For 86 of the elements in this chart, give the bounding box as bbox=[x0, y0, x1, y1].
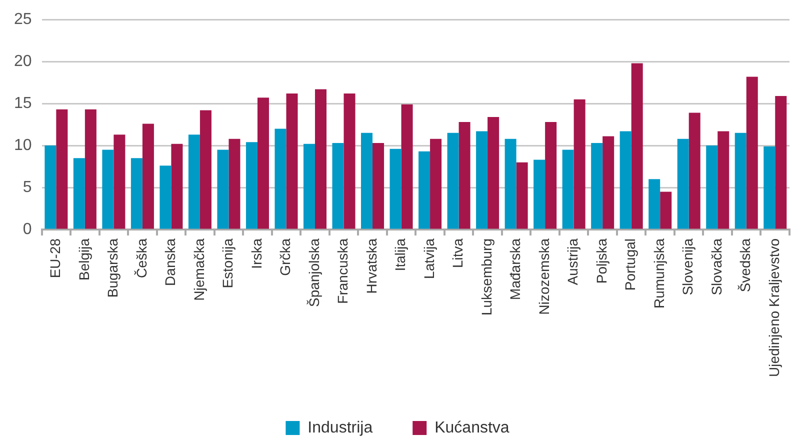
x-tick-label: Irska bbox=[248, 238, 264, 269]
y-tick-label: 25 bbox=[14, 11, 32, 28]
bar bbox=[718, 131, 730, 229]
bar bbox=[545, 122, 557, 229]
bar bbox=[476, 131, 488, 229]
bar bbox=[188, 134, 200, 229]
x-tick-label: Luksemburg bbox=[478, 238, 494, 316]
x-tick-label: Austrija bbox=[564, 238, 581, 286]
bar bbox=[631, 63, 643, 229]
x-tick-label: Švedska bbox=[737, 238, 754, 292]
bar bbox=[102, 150, 114, 229]
bar bbox=[142, 124, 154, 229]
bar bbox=[314, 89, 326, 229]
bar bbox=[274, 128, 286, 229]
x-tick-label: Češka bbox=[133, 238, 150, 278]
bar bbox=[620, 131, 632, 229]
bar bbox=[401, 104, 413, 229]
bar bbox=[764, 146, 776, 229]
bar bbox=[344, 93, 356, 229]
bar bbox=[114, 134, 126, 229]
bar bbox=[56, 109, 68, 229]
bar bbox=[361, 132, 373, 229]
bar bbox=[458, 122, 470, 229]
bar bbox=[303, 144, 315, 229]
bar bbox=[488, 116, 500, 229]
y-tick-label: 5 bbox=[22, 178, 32, 196]
y-tick-label: 15 bbox=[14, 94, 32, 112]
bar bbox=[246, 142, 258, 229]
bar bbox=[746, 76, 758, 229]
bar bbox=[648, 179, 660, 229]
bar bbox=[200, 110, 212, 229]
bar bbox=[447, 132, 459, 229]
x-tick-label: Poljska bbox=[593, 238, 610, 284]
bar bbox=[130, 158, 142, 229]
x-tick-label: Španjolska bbox=[306, 238, 322, 307]
bar bbox=[160, 166, 172, 229]
x-tick-label: Hrvatska bbox=[363, 238, 380, 294]
bar bbox=[534, 160, 546, 229]
y-tick-label: 20 bbox=[14, 52, 32, 70]
x-tick-label: Danska bbox=[162, 238, 178, 286]
x-tick-label: Bugarska bbox=[104, 238, 121, 298]
bar bbox=[430, 138, 442, 229]
x-tick-label: Litva bbox=[450, 238, 466, 268]
bar bbox=[660, 192, 672, 229]
bar bbox=[688, 112, 700, 229]
bar bbox=[84, 109, 96, 229]
bar bbox=[257, 98, 269, 229]
legend-label: Industrija bbox=[308, 419, 373, 436]
x-tick-label: Francuska bbox=[334, 238, 351, 304]
bar bbox=[504, 138, 516, 229]
x-tick-label: Grčka bbox=[277, 238, 294, 276]
bar bbox=[217, 150, 229, 229]
x-tick-label: Estonija bbox=[220, 238, 236, 288]
bar bbox=[677, 138, 689, 229]
bar bbox=[602, 136, 614, 229]
bar bbox=[286, 93, 298, 229]
bar bbox=[372, 143, 384, 229]
bar bbox=[734, 132, 746, 229]
x-tick-label: Ujedinjeno Kraljevstvo bbox=[766, 238, 782, 378]
bar bbox=[73, 158, 85, 229]
bar bbox=[418, 151, 430, 229]
bar bbox=[228, 138, 240, 229]
x-tick-label: Belgija bbox=[76, 238, 92, 281]
bar bbox=[591, 143, 603, 229]
x-tick-label: Mađarska bbox=[507, 238, 524, 300]
bar bbox=[390, 148, 402, 229]
x-tick-label: Portugal bbox=[622, 238, 638, 291]
x-tick-label: Latvija bbox=[420, 238, 437, 279]
bar bbox=[706, 146, 718, 229]
bar bbox=[775, 96, 787, 229]
y-tick-label: 10 bbox=[14, 136, 32, 154]
x-tick-label: Rumunjska bbox=[650, 238, 667, 309]
x-tick-label: Njemačka bbox=[190, 238, 207, 301]
x-tick-label: Slovačka bbox=[708, 238, 724, 296]
legend-label: Kućanstva bbox=[434, 419, 510, 436]
x-tick-label: EU-28 bbox=[47, 238, 64, 278]
x-tick-label: Italija bbox=[392, 238, 408, 272]
bar bbox=[171, 144, 183, 229]
bar bbox=[516, 162, 528, 229]
x-tick-label: Nizozemska bbox=[536, 238, 552, 315]
bar bbox=[562, 150, 574, 229]
bar bbox=[574, 99, 586, 229]
bar bbox=[332, 143, 344, 229]
y-tick-label: 0 bbox=[22, 220, 32, 238]
bar bbox=[44, 146, 56, 229]
x-tick-label: Slovenija bbox=[680, 238, 696, 296]
